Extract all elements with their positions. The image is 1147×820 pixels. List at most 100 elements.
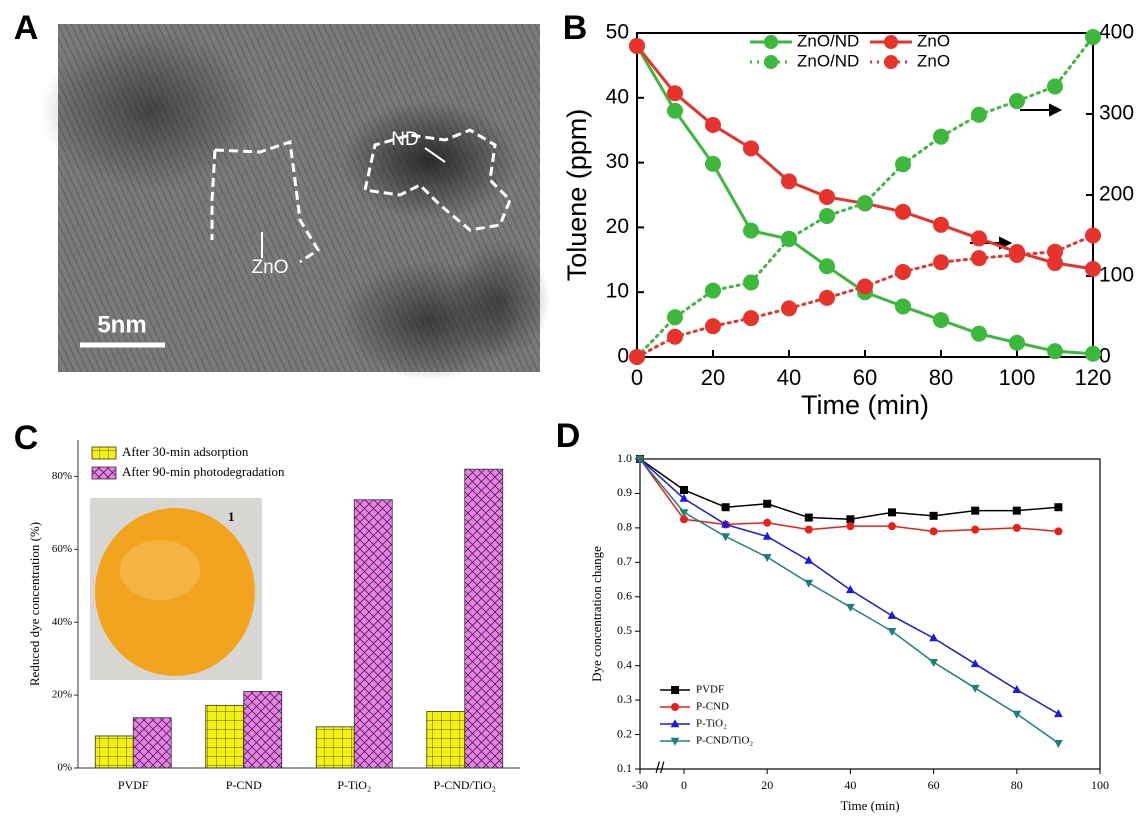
y2-tick-label: 0 [1099, 345, 1111, 368]
y-tick-label: 60% [52, 543, 72, 555]
y-tick-label: 0.1 [617, 761, 632, 775]
bar [315, 726, 355, 769]
marker [971, 106, 987, 123]
marker [970, 659, 980, 668]
marker [933, 216, 949, 233]
annotation-arrow [970, 103, 1063, 250]
marker [846, 603, 855, 612]
marker [679, 493, 689, 502]
y-tick-label: 0.2 [617, 726, 632, 740]
inset-photo [90, 498, 262, 680]
image-label: ND [391, 129, 418, 150]
legend-label: After 90-min photodegradation [122, 464, 285, 479]
marker [929, 633, 938, 642]
marker [667, 309, 683, 326]
y-tick-label: 0.7 [617, 554, 632, 568]
legend-label: P-CND [696, 701, 729, 713]
legend-label: P-CND/TiO₂ [696, 735, 753, 747]
legend-marker [884, 55, 898, 69]
marker [933, 128, 949, 145]
y-axis-label: Reduced dye concentration (%) [27, 522, 42, 686]
inset-label: 1 [228, 509, 235, 524]
marker [804, 525, 813, 534]
marker [895, 298, 911, 315]
panel-label: B [563, 9, 588, 47]
marker [846, 515, 855, 524]
series-line [635, 44, 1095, 271]
marker [762, 553, 772, 562]
marker [679, 509, 689, 518]
bar [132, 717, 172, 769]
marker [763, 499, 772, 508]
marker [1009, 334, 1025, 351]
y2-tick-label: 400 [1099, 21, 1134, 44]
y-tick-label: 0.5 [617, 623, 632, 637]
legend-label: P-TiO₂ [696, 718, 727, 730]
panel-label: D [556, 417, 581, 455]
bar [464, 468, 504, 769]
y2-tick-label: 300 [1099, 102, 1134, 125]
y-tick-label: 0.8 [617, 520, 632, 534]
legend-label: ZnO/ND [797, 31, 859, 50]
marker [971, 506, 980, 515]
marker [721, 533, 730, 542]
x-tick-label: 60 [853, 365, 877, 390]
marker [743, 274, 759, 291]
y-tick-label: 0.3 [617, 692, 632, 706]
marker [743, 222, 759, 239]
marker [635, 455, 645, 464]
marker [888, 508, 896, 517]
marker [971, 230, 987, 247]
y-axis-label: Toluene (ppm) [562, 109, 592, 282]
marker [929, 527, 938, 536]
tem-image [40, 24, 550, 380]
legend-marker [764, 35, 778, 49]
x-tick-label: 120 [1075, 365, 1112, 390]
x-tick-label: 100 [1091, 778, 1109, 792]
legend-label: ZnO [917, 51, 950, 70]
x-tick-label: 100 [999, 365, 1036, 390]
marker [781, 173, 797, 190]
marker [1085, 260, 1101, 277]
panel-label: A [14, 9, 39, 47]
plot-frame [636, 32, 1094, 358]
marker [667, 85, 683, 102]
marker [887, 610, 897, 619]
marker [819, 208, 835, 225]
bar [426, 711, 466, 769]
marker [667, 102, 683, 119]
x-tick-label: 0 [681, 778, 687, 792]
y-tick-label: 50 [606, 21, 629, 44]
marker [705, 117, 721, 134]
y-tick-label: 1.0 [617, 451, 632, 465]
x-tick-label: 20 [701, 365, 725, 390]
y-tick-label: 40 [606, 85, 629, 108]
y-tick-label: 20 [606, 215, 629, 238]
x-tick-label: PVDF [118, 778, 149, 792]
marker [721, 519, 730, 528]
marker [705, 155, 721, 172]
y-tick-label: 40% [52, 616, 72, 628]
marker [804, 513, 813, 522]
marker [933, 312, 949, 329]
marker [1009, 246, 1025, 263]
marker [804, 579, 814, 588]
bar [205, 704, 245, 769]
legend-marker [884, 35, 898, 49]
legend-label: ZnO [917, 31, 950, 50]
y-tick-label: 0.4 [617, 657, 632, 671]
axis-break: // [656, 760, 665, 777]
legend-marker [670, 737, 680, 746]
x-tick-label: P-TiO₂ [337, 778, 371, 792]
legend-label: PVDF [696, 684, 724, 696]
marker [846, 522, 855, 531]
marker [1054, 709, 1063, 718]
x-tick-label: P-CND/TiO₂ [434, 778, 496, 792]
legend-label: ZnO/ND [797, 51, 859, 70]
marker [970, 684, 980, 693]
marker [762, 531, 772, 540]
x-tick-label: 20 [761, 778, 773, 792]
legend-swatch [91, 466, 117, 480]
